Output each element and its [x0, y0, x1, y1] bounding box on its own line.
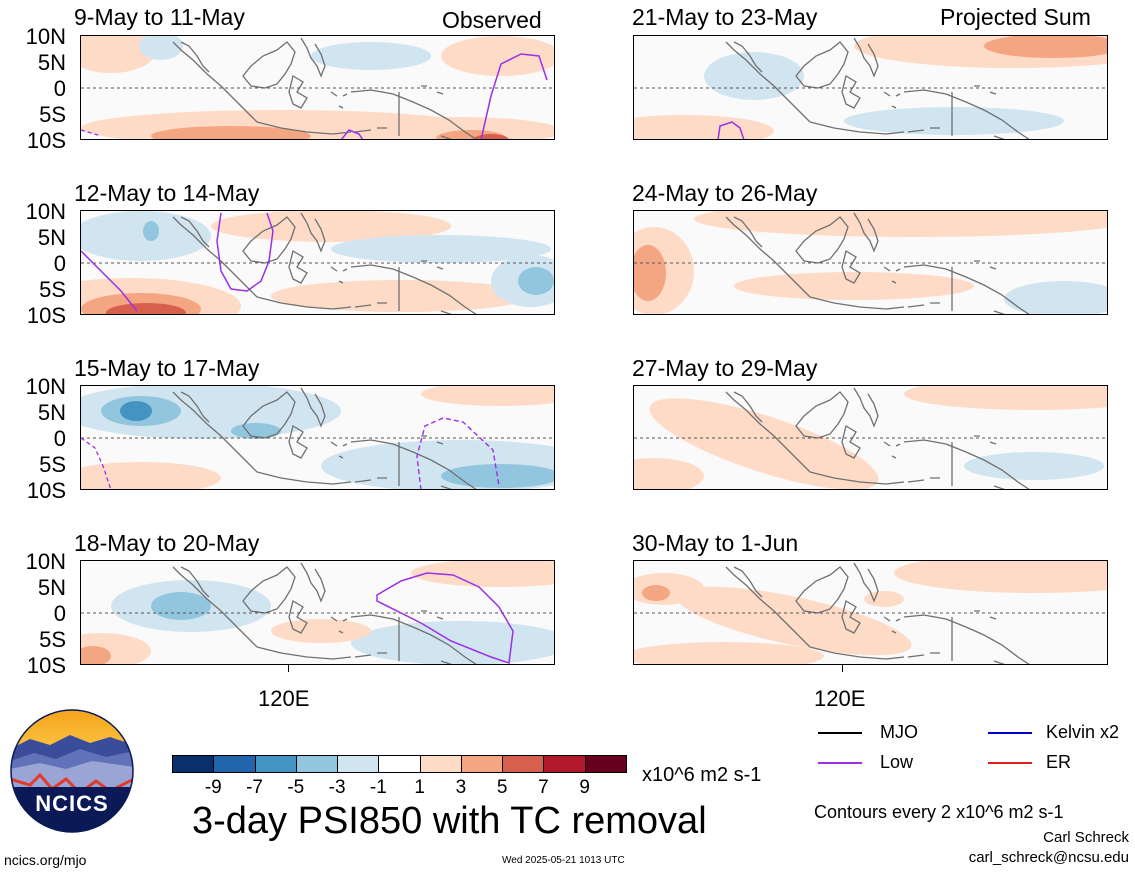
lat-label: 5N [37, 400, 66, 425]
legend-swatch-low [818, 762, 862, 764]
timestamp: Wed 2025-05-21 1013 UTC [502, 855, 625, 866]
colorbar-labels: -9 -7 -5 -3 -1 1 3 5 7 9 [172, 777, 626, 801]
panel-title-right-2: 24-May to 26-May [632, 180, 818, 206]
colorbar-unit: x10^6 m2 s-1 [642, 764, 762, 786]
lat-label: 10S [26, 653, 66, 678]
lat-label: 10N [25, 549, 66, 574]
legend-swatch-er [988, 762, 1032, 764]
panel-title-left-1: 9-May to 11-May [74, 4, 245, 30]
legend-label-er: ER [1046, 752, 1072, 772]
colorbar-tick-label: -1 [369, 777, 387, 798]
colorbar-tick-label: -7 [246, 777, 263, 798]
lat-label: 5S [39, 627, 66, 652]
map-panel-right-3 [633, 385, 1108, 490]
author: Carl Schreck [1043, 829, 1129, 846]
colorbar-swatch [543, 755, 586, 773]
lat-label: 0 [53, 426, 66, 451]
panel-title-right-3: 27-May to 29-May [632, 355, 818, 381]
map-panel-right-1 [633, 35, 1108, 140]
lon-label-right: 120E [814, 686, 866, 711]
lat-label: 10S [26, 478, 66, 503]
legend-label-mjo: MJO [880, 722, 918, 742]
legend-label-kelvin: Kelvin x2 [1046, 722, 1120, 742]
colorbar-swatch [337, 755, 380, 773]
panel-title-right-4: 30-May to 1-Jun [632, 530, 799, 556]
map-panel-left-4 [80, 560, 555, 665]
colorbar-swatch [419, 755, 462, 773]
legend-swatch-kelvin [988, 732, 1032, 734]
email: carl_schreck@ncsu.edu [968, 849, 1129, 866]
lat-label: 5N [37, 575, 66, 600]
colorbar-swatch [295, 755, 339, 773]
lat-label: 5S [39, 102, 66, 127]
colorbar-swatch [172, 755, 215, 773]
colorbar-tick-label: -5 [287, 777, 305, 798]
colorbar-swatch [254, 755, 297, 773]
lat-label: 0 [53, 251, 66, 276]
panel-title-left-2: 12-May to 14-May [74, 180, 260, 206]
lat-label: 5N [37, 225, 66, 250]
lon-tick [842, 665, 843, 672]
map-panel-right-2 [633, 210, 1108, 315]
lat-label: 10S [26, 303, 66, 328]
map-panel-left-1 [80, 35, 555, 140]
observed-label: Observed [442, 7, 542, 33]
colorbar-swatch [213, 755, 256, 773]
colorbar-tick-label: 5 [496, 777, 508, 798]
lon-label-left: 120E [258, 686, 310, 711]
lat-label: 5S [39, 452, 66, 477]
lat-label: 5N [37, 50, 66, 75]
logo-text: NCICS [35, 791, 109, 816]
lat-label: 0 [53, 601, 66, 626]
colorbar-tick-label: -3 [328, 777, 346, 798]
lat-label: 10N [25, 199, 66, 224]
legend-swatch-mjo [818, 732, 862, 734]
lat-label: 0 [53, 76, 66, 101]
lat-label: 10N [25, 24, 66, 49]
legend-label-low: Low [880, 752, 914, 772]
colorbar-swatch [502, 755, 545, 773]
colorbar-tick-label: -9 [204, 777, 222, 798]
lat-label: 5S [39, 277, 66, 302]
lat-label: 10N [25, 374, 66, 399]
panel-title-left-3: 15-May to 17-May [74, 355, 260, 381]
map-panel-right-4 [633, 560, 1108, 665]
map-panel-left-3 [80, 385, 555, 490]
colorbar-swatch [584, 755, 627, 773]
colorbar-swatch [378, 755, 421, 773]
colorbar-tick-label: 9 [579, 777, 590, 798]
projected-sum-label: Projected Sum [940, 4, 1091, 30]
colorbar-tick-label: 1 [414, 777, 425, 798]
contour-note: Contours every 2 x10^6 m2 s-1 [814, 802, 1064, 822]
colorbar-swatch [460, 755, 504, 773]
colorbar [172, 755, 627, 773]
lon-tick [288, 665, 289, 672]
lat-label: 10S [26, 128, 66, 153]
main-title: 3-day PSI850 with TC removal [192, 800, 707, 842]
panel-title-left-4: 18-May to 20-May [74, 530, 260, 556]
site-link[interactable]: ncics.org/mjo [4, 852, 87, 868]
colorbar-tick-label: 7 [538, 777, 549, 798]
ncics-logo: NCICS [10, 709, 134, 833]
panel-title-right-1: 21-May to 23-May [632, 4, 818, 30]
colorbar-tick-label: 3 [455, 777, 467, 798]
map-panel-left-2 [80, 210, 555, 315]
